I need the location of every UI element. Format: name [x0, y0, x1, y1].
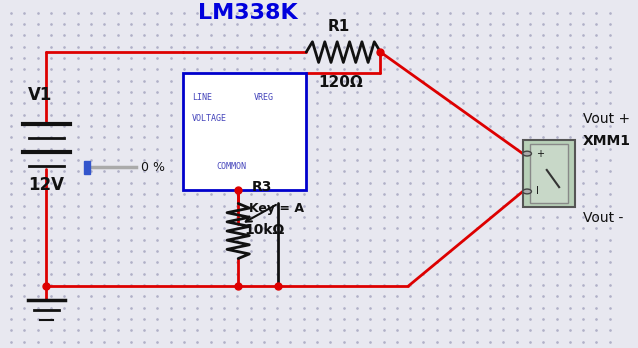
- Text: VREG: VREG: [254, 93, 274, 102]
- Text: Key = A: Key = A: [249, 202, 304, 215]
- Bar: [84, 161, 90, 174]
- Text: Vout -: Vout -: [582, 212, 623, 226]
- Text: +: +: [537, 149, 544, 159]
- Text: LINE: LINE: [192, 93, 212, 102]
- Text: R1: R1: [328, 19, 350, 34]
- Text: XMM1: XMM1: [582, 134, 631, 148]
- Text: I: I: [537, 187, 539, 197]
- Text: COMMON: COMMON: [216, 162, 246, 171]
- Text: 12V: 12V: [28, 176, 64, 194]
- Text: VOLTAGE: VOLTAGE: [192, 114, 226, 123]
- Text: 0 %: 0 %: [141, 161, 165, 174]
- Circle shape: [523, 151, 531, 156]
- Circle shape: [523, 189, 531, 194]
- Text: Vout +: Vout +: [582, 112, 630, 126]
- Bar: [530, 144, 568, 203]
- Text: R3: R3: [252, 181, 272, 195]
- Text: 120Ω: 120Ω: [318, 74, 364, 89]
- Text: 10kΩ: 10kΩ: [244, 223, 285, 237]
- Bar: [523, 140, 575, 207]
- Text: V1: V1: [28, 86, 52, 104]
- Text: LM338K: LM338K: [198, 3, 297, 23]
- Bar: [182, 73, 306, 190]
